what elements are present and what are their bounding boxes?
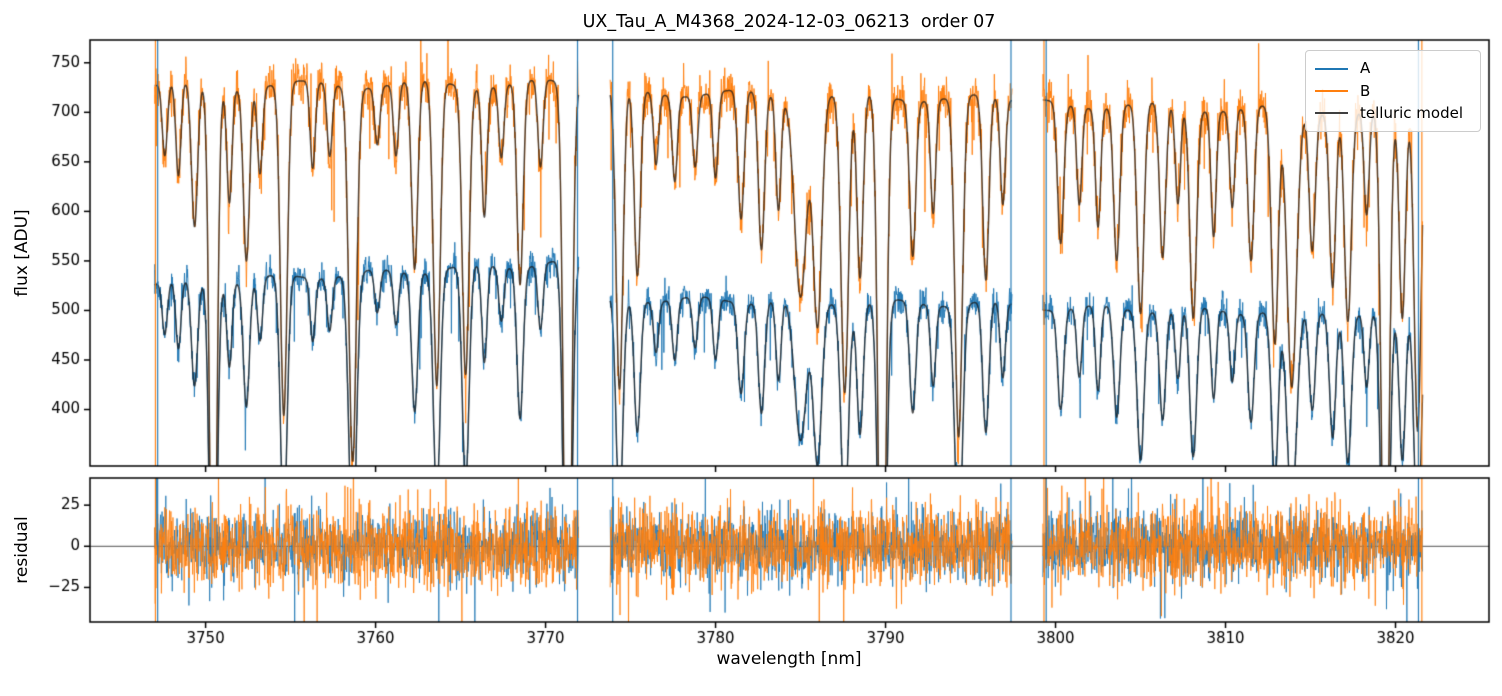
legend-entry-b: B (1315, 81, 1471, 100)
legend-line-sample-b (1315, 90, 1348, 92)
legend-line-sample-a (1315, 67, 1348, 70)
legend-line-sample-telluric (1315, 112, 1348, 115)
flux-axis-label: flux [ADU] (12, 209, 32, 297)
residual-axis-label: residual (12, 516, 32, 584)
wavelength-axis-label: wavelength [nm] (716, 649, 862, 669)
legend-label-telluric: telluric model (1360, 103, 1464, 122)
legend-label-a: A (1360, 59, 1371, 78)
legend-entry-a: A (1315, 61, 1471, 76)
legend-label-b: B (1360, 81, 1371, 100)
legend-entry-telluric: telluric model (1315, 103, 1471, 122)
legend-box: A B telluric model (1305, 50, 1481, 132)
figure-title: UX_Tau_A_M4368_2024-12-03_06213 order 07 (582, 12, 996, 32)
